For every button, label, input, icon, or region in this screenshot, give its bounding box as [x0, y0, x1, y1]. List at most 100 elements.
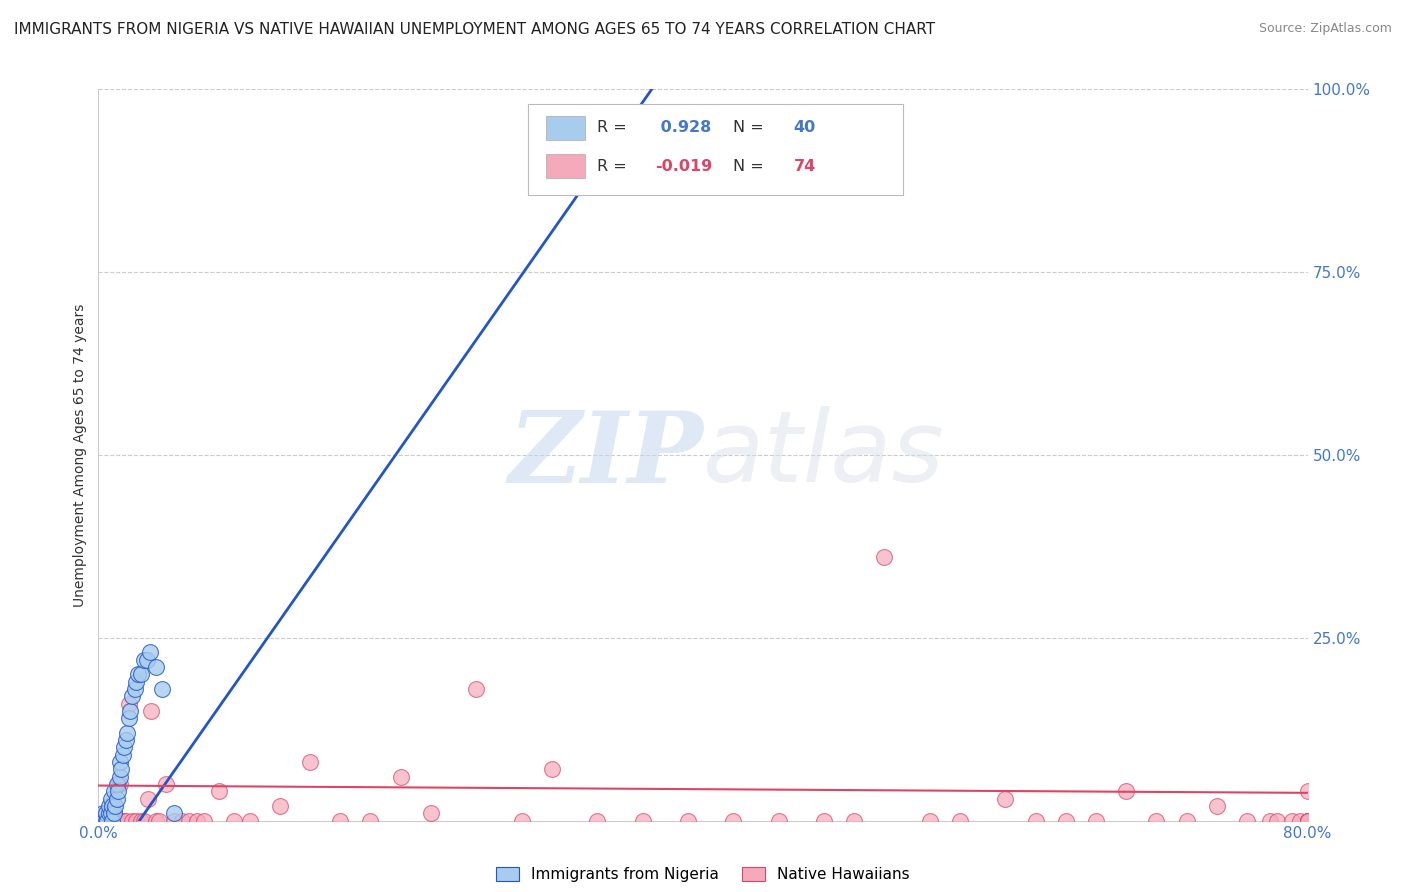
Point — [540, 763, 562, 777]
Point — [98, 799, 121, 814]
Point — [1236, 814, 1258, 828]
Point — [96, 814, 118, 828]
Text: ZIP: ZIP — [508, 407, 703, 503]
Point — [108, 777, 131, 791]
Point — [465, 681, 488, 696]
Point — [1296, 814, 1319, 828]
Legend: Immigrants from Nigeria, Native Hawaiians: Immigrants from Nigeria, Native Hawaiian… — [496, 867, 910, 882]
Point — [89, 814, 111, 828]
Point — [91, 806, 114, 821]
Point — [1175, 814, 1198, 828]
Point — [1296, 814, 1319, 828]
Point — [208, 784, 231, 798]
Point — [1296, 814, 1319, 828]
Point — [224, 814, 246, 828]
Point — [179, 814, 201, 828]
Point — [170, 814, 193, 828]
Point — [1144, 814, 1167, 828]
Point — [139, 645, 162, 659]
Point — [103, 806, 125, 821]
Point — [114, 814, 136, 828]
Point — [389, 770, 412, 784]
Point — [108, 770, 131, 784]
Point — [89, 814, 111, 828]
Point — [1206, 799, 1229, 814]
FancyBboxPatch shape — [546, 154, 585, 178]
Point — [98, 806, 121, 821]
Point — [127, 667, 149, 681]
Point — [129, 667, 152, 681]
Text: Source: ZipAtlas.com: Source: ZipAtlas.com — [1258, 22, 1392, 36]
Text: atlas: atlas — [703, 407, 945, 503]
Point — [100, 806, 122, 821]
Point — [1289, 814, 1312, 828]
Point — [844, 814, 866, 828]
Point — [994, 791, 1017, 805]
Point — [125, 674, 148, 689]
Point — [100, 791, 122, 805]
Point — [1258, 814, 1281, 828]
Point — [104, 814, 127, 828]
Point — [105, 777, 128, 791]
Point — [111, 747, 134, 762]
Point — [141, 704, 163, 718]
Point — [98, 814, 121, 828]
Point — [676, 814, 699, 828]
Point — [103, 784, 125, 798]
Point — [103, 806, 125, 821]
Point — [110, 763, 132, 777]
Point — [121, 814, 143, 828]
Point — [420, 806, 443, 821]
Point — [148, 814, 170, 828]
Point — [132, 814, 155, 828]
Point — [112, 740, 135, 755]
Point — [135, 653, 157, 667]
Point — [100, 806, 122, 821]
Point — [132, 653, 155, 667]
Point — [1085, 814, 1108, 828]
Text: IMMIGRANTS FROM NIGERIA VS NATIVE HAWAIIAN UNEMPLOYMENT AMONG AGES 65 TO 74 YEAR: IMMIGRANTS FROM NIGERIA VS NATIVE HAWAII… — [14, 22, 935, 37]
Y-axis label: Unemployment Among Ages 65 to 74 years: Unemployment Among Ages 65 to 74 years — [73, 303, 87, 607]
Point — [360, 814, 382, 828]
Text: N =: N = — [734, 159, 769, 174]
Point — [1296, 784, 1319, 798]
Point — [105, 814, 128, 828]
Point — [586, 814, 609, 828]
Point — [150, 681, 173, 696]
Point — [145, 660, 167, 674]
Point — [1296, 814, 1319, 828]
Point — [1267, 814, 1289, 828]
Point — [155, 777, 177, 791]
Point — [1054, 814, 1077, 828]
Text: N =: N = — [734, 120, 769, 136]
Point — [1296, 814, 1319, 828]
Point — [813, 814, 835, 828]
Point — [136, 791, 159, 805]
Point — [329, 814, 352, 828]
Point — [94, 806, 117, 821]
Point — [93, 814, 115, 828]
FancyBboxPatch shape — [546, 116, 585, 140]
Point — [110, 814, 132, 828]
Point — [124, 681, 146, 696]
Point — [96, 814, 118, 828]
Point — [1296, 814, 1319, 828]
Point — [163, 814, 186, 828]
Point — [1115, 784, 1137, 798]
Point — [90, 814, 112, 828]
Point — [1281, 814, 1303, 828]
Point — [107, 777, 129, 791]
Point — [163, 806, 186, 821]
Text: 40: 40 — [793, 120, 815, 136]
Point — [94, 814, 117, 828]
Point — [107, 784, 129, 798]
Point — [145, 814, 167, 828]
Point — [111, 814, 134, 828]
Point — [873, 550, 896, 565]
Point — [239, 814, 262, 828]
Point — [93, 814, 115, 828]
Point — [918, 814, 941, 828]
Point — [299, 755, 322, 769]
Point — [269, 799, 291, 814]
Text: 74: 74 — [793, 159, 815, 174]
